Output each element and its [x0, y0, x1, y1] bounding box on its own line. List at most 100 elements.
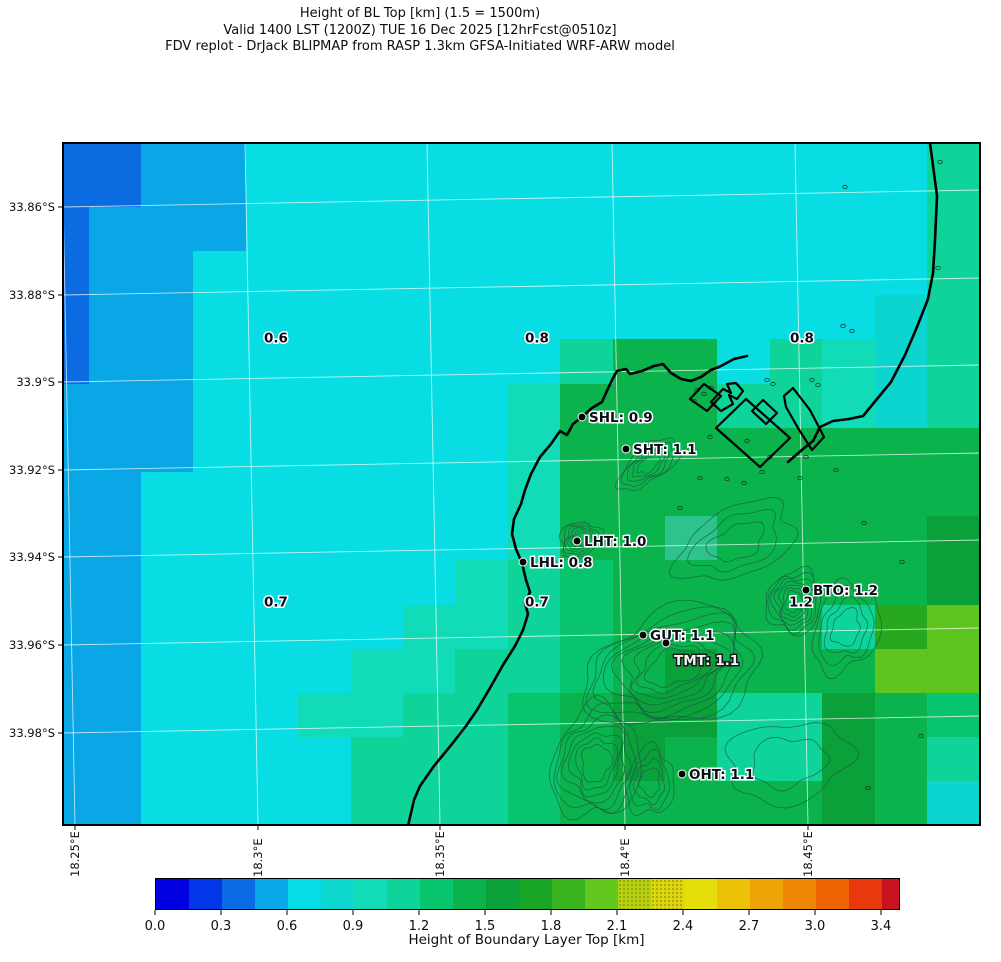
- colorbar-segment: [453, 879, 486, 909]
- field-cell: [507, 560, 561, 606]
- field-cell: [665, 472, 718, 517]
- islet-speck: [815, 382, 821, 388]
- colorbar-segment: [387, 879, 420, 909]
- colorbar-label: Height of Boundary Layer Top [km]: [408, 932, 645, 948]
- field-cell: [193, 737, 247, 782]
- field-cell: [350, 427, 404, 473]
- colorbar-tick-label: 2.7: [739, 919, 760, 934]
- field-cell: [245, 143, 299, 164]
- colorbar-hatch-overlay: [618, 879, 651, 909]
- field-cell: [769, 295, 823, 340]
- field-cell: [350, 472, 404, 517]
- field-cell: [350, 295, 404, 340]
- field-cell: [560, 560, 614, 606]
- field-cell: [88, 427, 142, 473]
- colorbar-segment: [288, 879, 321, 909]
- station-label-BTO: BTO: 1.2: [813, 583, 878, 599]
- field-cell: [403, 383, 456, 429]
- field-cell: [245, 251, 299, 296]
- field-cell: [455, 781, 509, 825]
- graticule-parallel: [63, 539, 980, 558]
- grid-value-label: 0.7: [525, 595, 549, 611]
- colorbar-segment: [783, 879, 816, 909]
- terrain-contour-east-slope: [823, 596, 868, 654]
- terrain-contour-lions-head: [565, 527, 594, 550]
- station-marker-OHT: [677, 769, 687, 779]
- terrain-contour-table-mountain: [643, 647, 702, 688]
- terrain-contour-table-mountain: [611, 630, 735, 714]
- field-cell: [193, 251, 247, 296]
- field-cell: [874, 251, 928, 296]
- field-cell: [63, 516, 90, 561]
- field-cell: [193, 472, 247, 517]
- field-cell: [455, 383, 509, 429]
- station-label-SHT: SHT: 1.1: [633, 442, 697, 458]
- field-cell: [717, 251, 771, 296]
- field-cell: [88, 143, 142, 164]
- field-cell: [350, 693, 404, 738]
- x-axis-tick-label: 18.25°E: [68, 831, 82, 877]
- terrain-contour-table-mountain: [582, 599, 764, 725]
- field-cell: [141, 143, 194, 164]
- graticule-meridian: [611, 143, 626, 825]
- field-cell: [298, 737, 352, 782]
- field-cell: [874, 427, 928, 473]
- islet-speck: [744, 438, 750, 444]
- bl-height-field: [63, 143, 980, 825]
- terrain-contour-saddle: [668, 497, 799, 581]
- plot-title-block: Height of BL Top [km] (1.5 = 1500m) Vali…: [20, 6, 820, 56]
- field-cell: [193, 339, 247, 385]
- field-cell: [822, 648, 876, 694]
- field-cell: [193, 295, 247, 340]
- terrain-contour-table-mountain: [592, 612, 744, 722]
- field-cell: [141, 427, 194, 473]
- field-cell: [63, 295, 90, 340]
- field-cell: [245, 295, 299, 340]
- field-cell: [455, 206, 509, 252]
- station-marker-SHL: [577, 412, 587, 422]
- terrain-contour-signal-hill: [636, 452, 661, 475]
- field-cell: [403, 648, 456, 694]
- field-cell: [927, 648, 980, 694]
- field-cell: [141, 162, 194, 208]
- field-cell: [88, 339, 142, 385]
- field-cell: [403, 143, 456, 164]
- field-cell: [298, 295, 352, 340]
- field-cell: [874, 604, 928, 650]
- grid-value-label: 0.8: [790, 331, 814, 347]
- colorbar-segment: [684, 879, 717, 909]
- field-cell: [350, 604, 404, 650]
- colorbar-tick-label: 1.5: [475, 919, 496, 934]
- field-cell: [298, 781, 352, 825]
- terrain-contour-table-mountain: [621, 634, 733, 706]
- station-marker-TMT: [661, 638, 671, 648]
- colorbar-tick-label: 0.6: [277, 919, 298, 934]
- station-label-GUT: GUT: 1.1: [650, 628, 715, 644]
- terrain-contour-twelve-apostles: [581, 743, 614, 783]
- field-cell: [403, 427, 456, 473]
- field-cell: [455, 737, 509, 782]
- station-marker-GUT: [638, 630, 648, 640]
- field-cell: [874, 162, 928, 208]
- field-cell: [822, 560, 876, 606]
- field-cell: [665, 383, 718, 429]
- colorbar-segment: [420, 879, 453, 909]
- field-cell: [769, 143, 823, 164]
- field-cell: [141, 516, 194, 561]
- graticule-meridian: [63, 171, 76, 825]
- field-cell: [612, 206, 666, 252]
- field-cell: [245, 737, 299, 782]
- field-cell: [927, 427, 980, 473]
- terrain-contour-south-hill: [624, 741, 675, 816]
- field-cell: [88, 206, 142, 252]
- field-cell: [717, 604, 771, 650]
- field-cell: [927, 516, 980, 561]
- colorbar-segment: [486, 879, 519, 909]
- field-cell: [245, 472, 299, 517]
- field-cell: [927, 781, 980, 825]
- islet-speck: [724, 476, 730, 482]
- terrain-contour-twelve-apostles: [553, 702, 637, 815]
- field-cell: [88, 295, 142, 340]
- colorbar-segment: [519, 879, 552, 909]
